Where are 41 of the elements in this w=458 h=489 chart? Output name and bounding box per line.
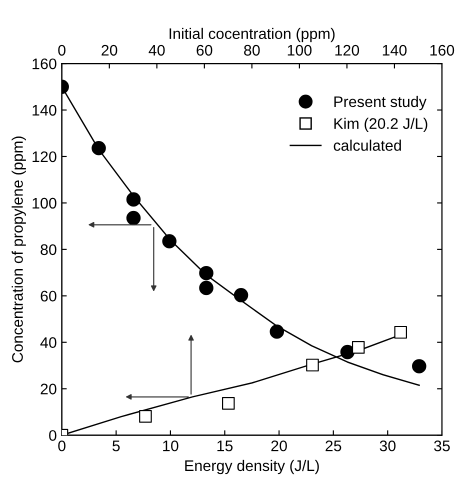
y-tick-label: 60 [40,290,56,302]
x-tick-label: 10 [163,440,178,452]
y-tick-label: 40 [40,337,56,348]
point [270,324,284,339]
point [92,140,106,156]
x2-axis-title: Initial cocentration (ppm) [170,28,335,42]
legend-label: calculated [334,140,401,151]
x-tick-label: 20 [271,440,287,452]
point [199,280,214,296]
y-tick-label: 80 [40,244,56,256]
y-tick-label: 120 [32,151,56,162]
x2-tick-label: 60 [196,44,212,56]
x2-tick-label: 80 [244,44,260,56]
y-tick-label: 0 [49,430,56,441]
point [126,192,141,207]
point [412,359,426,374]
x2-tick-label: 100 [288,44,312,56]
x2-tick-label: 120 [335,44,360,56]
x2-tick-label: 20 [102,44,118,56]
legend-label: Kim (20.2 J/L) [334,118,428,132]
x2-tick-label: 0 [58,44,66,56]
x-tick-label: 15 [217,440,233,452]
x2-tick-label: 40 [148,44,165,56]
y-tick-label: 140 [32,104,56,116]
x-tick-label: 25 [326,440,342,452]
point [234,288,248,302]
legend-label: Present study [334,96,427,110]
x-axis-title: Energy density (J/L) [185,460,319,474]
x2-tick-label: 160 [430,44,454,56]
x2-tick-label: 140 [382,44,407,56]
y-axis-title: Concentration of propylene (ppm) [12,136,26,362]
point [126,210,141,226]
y-tick-label: 160 [32,58,56,70]
x-tick-label: 35 [434,440,450,452]
x-tick-label: 0 [58,440,66,452]
y-tick-label: 20 [40,384,56,394]
x-tick-label: 5 [112,440,120,452]
x-tick-label: 30 [380,440,396,452]
point [199,266,214,280]
y-tick-label: 100 [32,198,56,209]
point [162,234,176,248]
